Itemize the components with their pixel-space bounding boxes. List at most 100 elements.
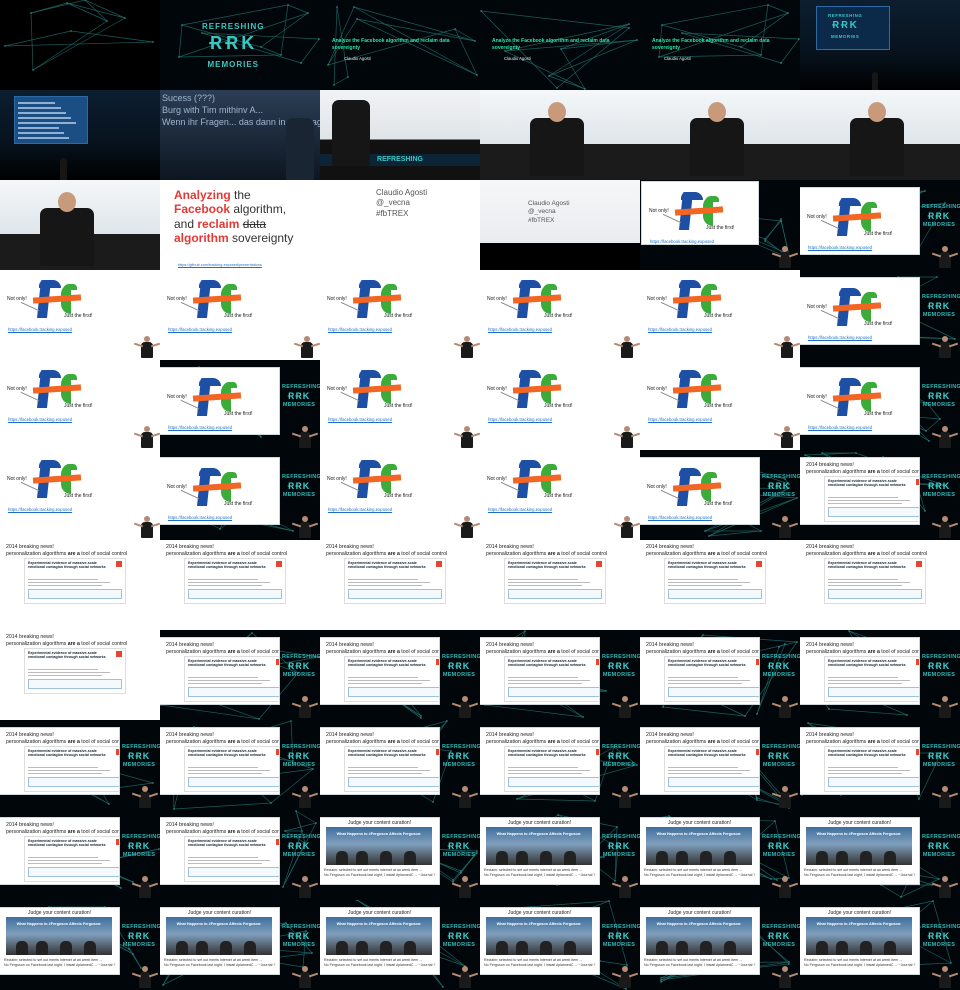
speaker-figure (451, 696, 479, 718)
brand-line-1: REFRESHING (282, 744, 320, 750)
just-first-text: Just the first! (544, 313, 573, 319)
just-first-text: Just the first! (864, 411, 893, 417)
not-only-text: Not only! (487, 386, 507, 392)
not-only-text: Not only! (647, 386, 667, 392)
brand-logo: REFRESHING ɌɌK MEMORIES (282, 474, 320, 499)
paper-title-text: Experimental evidence of massive-scale e… (508, 561, 586, 570)
tracking-link-text: https://facebook.tracking.exposed (8, 327, 73, 332)
frame-contact: Claudio Agosti @_vecna #fbTREX (320, 180, 480, 270)
brand-line-3: MEMORIES (442, 672, 476, 679)
paper-box (828, 687, 919, 697)
just-first-label: Just the first! (544, 403, 572, 409)
news-line-1: 2014 breaking news! (6, 732, 54, 738)
crowd-figure (516, 851, 528, 865)
frame-logo-dark: Not only! Just the first! https://facebook… (640, 450, 800, 540)
frame-stage-far: REFRESHING ɌɌK MEMORIES (800, 0, 960, 90)
news-line-2a: personalization algorithms (6, 738, 67, 745)
paper-line (188, 770, 270, 771)
slide-bg (320, 180, 480, 270)
talk-title-text: Analyze the Facebook algorithm and recla… (652, 38, 770, 51)
brand-logo: REFRESHING ɌɌK MEMORIES (282, 744, 320, 769)
paper-title-text: Experimental evidence of massive-scale e… (348, 561, 426, 570)
crowd-figure (16, 941, 28, 955)
paper-title-text: Experimental evidence of massive-scale e… (828, 659, 906, 668)
news-line-2a: personalization algorithms (6, 828, 67, 835)
paper-title: Experimental evidence of massive-scale e… (508, 659, 590, 667)
logo-slide: Not only! Just the first! https://facebook… (640, 270, 759, 338)
brand-line-3: MEMORIES (922, 402, 956, 409)
news-heading: 2014 breaking news! personalization algor… (646, 732, 759, 745)
news-heading: 2014 breaking news! personalization algor… (166, 642, 279, 655)
news-line-2a: personalization algorithms (646, 550, 707, 557)
paper-thumbnail: Experimental evidence of massive-scale e… (824, 746, 919, 792)
brand-line-3: MEMORIES (922, 312, 956, 319)
network-background (327, 6, 478, 86)
just-first-label: Just the first! (64, 313, 92, 319)
news-line-2c: tool of social control (561, 738, 599, 745)
frame-judge-dark: Judge your content curation! What Happens… (320, 900, 480, 990)
brand-logo: REFRESHING ɌɌK MEMORIES (282, 924, 320, 949)
paper-title: Experimental evidence of massive-scale e… (188, 659, 270, 667)
pnas-logo (276, 659, 279, 665)
paper-line (508, 677, 578, 678)
news-line-2c: tool of social control (401, 550, 448, 557)
photo-headline: What Happens to #Ferguson Affects Fergus… (486, 922, 592, 926)
crowd-figure (496, 941, 508, 955)
just-first-label: Just the first! (64, 403, 92, 409)
not-only-label: Not only! (807, 394, 827, 400)
frame-title: Analyze the Facebook algorithm and recla… (640, 0, 800, 90)
brand-logo: REFRESHING ɌɌK MEMORIES (282, 384, 320, 409)
news-slide: 2014 breaking news! personalization algor… (160, 818, 279, 884)
frame-news-white: 2014 breaking news! personalization algor… (480, 540, 640, 630)
photo-headline-text: What Happens to #Ferguson Affects Fergus… (496, 832, 582, 836)
paper-title: Experimental evidence of massive-scale e… (828, 479, 910, 487)
just-first-label: Just the first! (544, 313, 572, 319)
news-heading: 2014 breaking news! personalization algor… (486, 642, 599, 655)
not-only-text: Not only! (327, 476, 347, 482)
brand-line-3: MEMORIES (762, 852, 796, 859)
judge-captions: Reclaim: selected to set out meets inter… (4, 958, 115, 967)
paper-line (348, 680, 430, 681)
paper-title: Experimental evidence of massive-scale e… (28, 561, 110, 569)
news-line-1: 2014 breaking news! (166, 544, 214, 550)
frame-logo-white: Not only! Just the first! https://facebook… (320, 270, 480, 360)
tracking-link: https://facebook.tracking.exposed (328, 507, 392, 512)
photo-headline-text: What Happens to #Ferguson Affects Fergus… (816, 922, 902, 926)
tracking-link-text: https://facebook.tracking.exposed (808, 335, 873, 340)
speaker-figure (451, 966, 479, 988)
network-background (404, 845, 478, 883)
frame-news-dark: 2014 breaking news! personalization algor… (160, 630, 320, 720)
paper-box (828, 777, 919, 787)
brand-line-1: REFRESHING (122, 924, 160, 930)
speaker-figure (771, 246, 799, 268)
paper-line (828, 770, 910, 771)
news-slide: 2014 breaking news! personalization algor… (0, 540, 160, 630)
frame-speaker-close (0, 180, 160, 270)
brand-line-3: MEMORIES (922, 942, 956, 949)
paper-line (28, 860, 110, 861)
paper-title: Experimental evidence of massive-scale e… (828, 659, 910, 667)
brand-logo: REFRESHING ɌɌK MEMORIES (762, 654, 800, 679)
speaker-figure (611, 876, 639, 898)
brand-line-2: ɌɌK (127, 840, 151, 851)
tracking-exposed-logo (192, 466, 242, 506)
news-heading: 2014 breaking news! personalization algor… (326, 544, 447, 557)
brand-logo: REFRESHING ɌɌK MEMORIES (282, 834, 320, 859)
brand-line-3: MEMORIES (282, 402, 316, 409)
frame-logo-dark: Not only! Just the first! https://facebook… (800, 180, 960, 270)
brand-logo: REFRESHING ɌɌK MEMORIES (442, 654, 480, 679)
frame-news-white: 2014 breaking news! personalization algor… (640, 540, 800, 630)
frame-news-white: 2014 breaking news! personalization algor… (160, 540, 320, 630)
paper-title-text: Experimental evidence of massive-scale e… (28, 749, 106, 758)
speaker-figure (611, 966, 639, 988)
frame-judge-dark: Judge your content curation! What Happens… (640, 810, 800, 900)
speaker-figure (291, 876, 319, 898)
tracking-exposed-logo (352, 278, 402, 318)
paper-line (508, 773, 582, 774)
paper-line (828, 683, 902, 684)
crowd-figure (724, 941, 736, 955)
brand-line-3: MEMORIES (282, 762, 316, 769)
news-line-1: 2014 breaking news! (166, 822, 214, 828)
paper-title-text: Experimental evidence of massive-scale e… (668, 659, 746, 668)
paper-title: Experimental evidence of massive-scale e… (348, 659, 430, 667)
